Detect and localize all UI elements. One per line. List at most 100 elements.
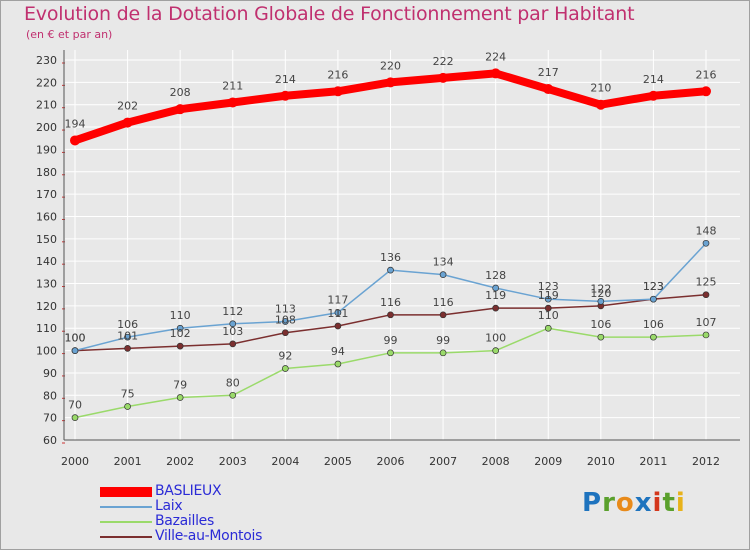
x-tick-label: 2008 [482, 455, 510, 468]
y-tick-label: 90 [43, 367, 57, 380]
data-label: 123 [643, 280, 664, 293]
legend-label: Bazailles [155, 513, 214, 529]
legend-swatch [100, 506, 152, 508]
logo-letter: t [662, 488, 676, 518]
x-tick-label: 2007 [429, 455, 457, 468]
data-point [492, 347, 500, 354]
data-label: 100 [65, 332, 86, 345]
data-point [439, 349, 447, 357]
logo-letter: o [615, 488, 635, 518]
x-tick-label: 2004 [271, 455, 299, 468]
data-point [229, 320, 237, 328]
data-label: 100 [485, 332, 506, 345]
data-label: 106 [643, 318, 664, 331]
data-label: 106 [117, 318, 138, 331]
data-point [175, 104, 186, 115]
data-point [650, 295, 657, 303]
data-point [648, 90, 659, 101]
y-tick-label: 110 [36, 322, 57, 335]
data-label: 101 [117, 329, 138, 342]
proxiti-logo: Proxiti [582, 488, 686, 518]
legend-label: Laix [155, 498, 183, 514]
data-label: 106 [590, 318, 611, 331]
x-tick-label: 2011 [639, 455, 667, 468]
data-label: 102 [170, 327, 191, 340]
logo-letter: x [634, 488, 653, 518]
data-point [176, 394, 184, 401]
data-point [227, 97, 238, 108]
y-tick-label: 160 [36, 210, 57, 223]
data-point [543, 84, 554, 95]
data-label: 99 [436, 334, 450, 347]
data-point [122, 117, 133, 128]
data-label: 112 [222, 305, 243, 318]
data-label: 111 [327, 307, 348, 320]
data-label: 119 [538, 289, 559, 302]
data-point [702, 291, 710, 299]
legend-label: BASLIEUX [155, 483, 222, 499]
x-tick-label: 2000 [61, 455, 89, 468]
y-tick-label: 120 [36, 300, 57, 313]
logo-letter: i [675, 488, 686, 518]
data-label: 216 [327, 68, 348, 81]
logo-letter: r [602, 488, 616, 518]
y-tick-label: 60 [43, 434, 57, 447]
y-tick-label: 210 [36, 99, 57, 112]
y-tick-label: 150 [36, 233, 57, 246]
data-label: 214 [643, 73, 664, 86]
data-label: 211 [222, 79, 243, 92]
data-label: 108 [275, 314, 296, 327]
data-label: 116 [433, 296, 454, 309]
x-tick-label: 2006 [377, 455, 405, 468]
data-label: 125 [696, 276, 717, 289]
data-label: 116 [380, 296, 401, 309]
legend-label: Ville-au-Montois [155, 528, 263, 544]
data-point [702, 331, 710, 339]
data-label: 136 [380, 251, 401, 264]
data-point [71, 347, 79, 354]
data-point [332, 86, 343, 97]
data-label: 220 [380, 59, 401, 72]
x-tick-label: 2009 [534, 455, 562, 468]
data-label: 107 [696, 316, 717, 329]
legend-swatch [100, 536, 152, 538]
data-point [334, 309, 342, 316]
data-point [229, 391, 237, 399]
x-tick-label: 2012 [692, 455, 720, 468]
data-point [438, 72, 449, 83]
data-label: 120 [590, 287, 611, 300]
chart-title: Evolution de la Dotation Globale de Fonc… [24, 3, 635, 25]
data-point [597, 333, 605, 341]
x-tick-label: 2010 [587, 455, 615, 468]
data-point [229, 340, 237, 348]
data-point [281, 318, 289, 325]
data-label: 202 [117, 100, 138, 113]
y-tick-label: 180 [36, 166, 57, 179]
y-tick-label: 130 [36, 278, 57, 291]
data-label: 110 [170, 309, 191, 322]
y-tick-label: 100 [36, 345, 57, 358]
data-point [544, 304, 552, 312]
data-point [492, 284, 500, 292]
data-label: 122 [590, 282, 611, 295]
y-tick-label: 170 [36, 188, 57, 201]
data-point [176, 324, 184, 332]
chart-subtitle: (en € et par an) [26, 28, 113, 41]
data-point [387, 266, 394, 274]
data-point [597, 298, 605, 305]
y-tick-label: 70 [43, 412, 57, 425]
x-tick-label: 2002 [166, 455, 194, 468]
data-point [280, 90, 291, 101]
data-point [124, 333, 131, 341]
x-tick-label: 2001 [114, 455, 142, 468]
data-point [492, 304, 500, 312]
data-label: 103 [222, 325, 243, 338]
data-label: 194 [65, 117, 86, 130]
data-label: 222 [433, 55, 454, 68]
data-label: 224 [485, 50, 506, 63]
y-tick-label: 80 [43, 389, 57, 402]
y-tick-label: 230 [36, 54, 57, 67]
y-tick-label: 200 [36, 121, 57, 134]
